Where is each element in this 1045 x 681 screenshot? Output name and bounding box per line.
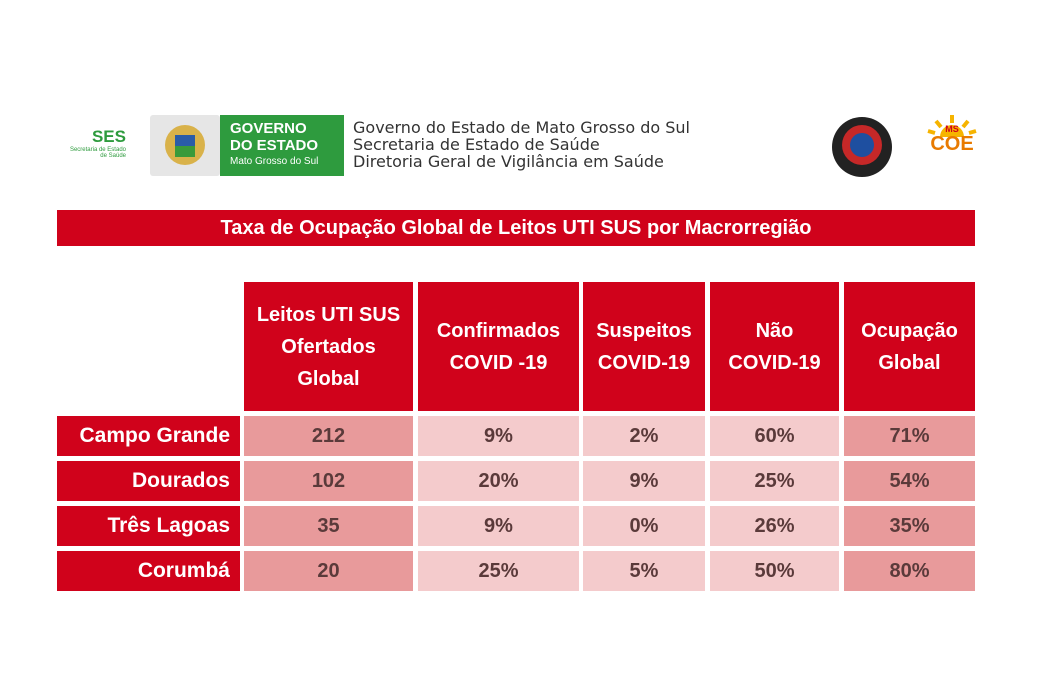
ses-subtitle: Secretaria de Estado [69, 147, 126, 153]
column-header: Suspeitos COVID-19 [583, 282, 705, 411]
row-label: Campo Grande [57, 416, 240, 456]
table-cell: 2% [583, 416, 705, 456]
column-header-line: Não [755, 319, 794, 342]
coe-logo: MS COE [922, 115, 982, 175]
table-cell: 212 [244, 416, 413, 456]
ses-subtitle: de Saúde [100, 153, 126, 159]
seal-logo [832, 117, 892, 177]
header-line: Governo do Estado de Mato Grosso do Sul [353, 118, 690, 137]
table-cell: 80% [844, 551, 975, 591]
table-cell: 60% [710, 416, 839, 456]
header-lines: Governo do Estado de Mato Grosso do Sul … [353, 119, 690, 170]
table-cell: 102 [244, 461, 413, 501]
column-header-line: Global [878, 351, 941, 374]
column-header-line: COVID -19 [449, 351, 548, 374]
ses-logo: SES Secretaria de Estado de Saúde [58, 127, 126, 159]
column-header: Ocupação Global [844, 282, 975, 411]
table-cell: 25% [710, 461, 839, 501]
header-line: Diretoria Geral de Vigilância em Saúde [353, 152, 664, 171]
column-header: Confirmados COVID -19 [418, 282, 579, 411]
column-header-line: Global [297, 367, 360, 390]
table-cell: 35% [844, 506, 975, 546]
column-header: Não COVID-19 [710, 282, 839, 411]
governo-box: GOVERNO DO ESTADO Mato Grosso do Sul [220, 115, 344, 176]
table-cell: 35 [244, 506, 413, 546]
column-header-line: COVID-19 [728, 351, 821, 374]
table-cell: 50% [710, 551, 839, 591]
table-cell: 9% [418, 416, 579, 456]
title-bar: Taxa de Ocupação Global de Leitos UTI SU… [57, 210, 975, 246]
table-cell: 20 [244, 551, 413, 591]
coe-state: MS [945, 124, 959, 134]
column-header-line: Leitos UTI SUS [256, 303, 401, 326]
column-header-line: COVID-19 [597, 351, 691, 374]
emblem [165, 125, 205, 165]
coat-of-arms [150, 115, 220, 176]
coe-name: COE [930, 133, 974, 155]
table-cell: 5% [583, 551, 705, 591]
governo-text: Mato Grosso do Sul [230, 156, 319, 167]
column-header-line: Confirmados [436, 319, 561, 342]
header-line: Secretaria de Estado de Saúde [353, 135, 600, 154]
row-label: Três Lagoas [57, 506, 240, 546]
table-cell: 20% [418, 461, 579, 501]
column-header: Leitos UTI SUS Ofertados Global [244, 282, 413, 411]
table-cell: 54% [844, 461, 975, 501]
table-cell: 25% [418, 551, 579, 591]
governo-text: GOVERNO [230, 120, 307, 137]
row-label: Corumbá [57, 551, 240, 591]
ses-title: SES [91, 127, 126, 146]
table-cell: 0% [583, 506, 705, 546]
table-cell: 9% [583, 461, 705, 501]
table-cell: 71% [844, 416, 975, 456]
table-cell: 26% [710, 506, 839, 546]
column-header-line: Ocupação [861, 319, 958, 342]
column-header-line: Suspeitos [596, 319, 692, 342]
governo-text: DO ESTADO [230, 137, 319, 154]
row-label: Dourados [57, 461, 240, 501]
table-cell: 9% [418, 506, 579, 546]
column-header-line: Ofertados [281, 335, 376, 358]
